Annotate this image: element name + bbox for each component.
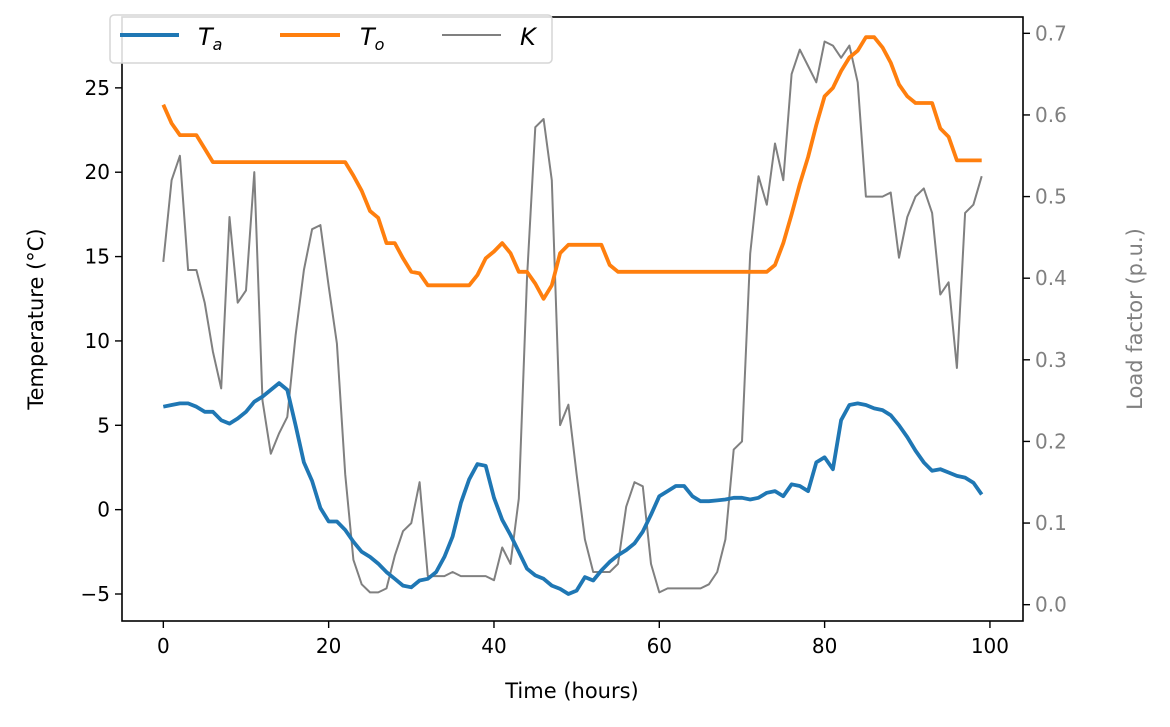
- y-axis-label-left: Temperature (°C): [24, 228, 48, 410]
- y-tick-label: 0: [97, 498, 110, 522]
- y-tick-label: 15: [85, 245, 110, 269]
- y-right-tick-label: 0.7: [1035, 21, 1067, 45]
- x-axis-label: Time (hours): [504, 679, 639, 703]
- y-right-tick-label: 0.0: [1035, 593, 1067, 617]
- y-axis-right: 0.0 0.1 0.2 0.3 0.4 0.5 0.6 0.7: [1023, 21, 1067, 617]
- x-tick-label: 20: [316, 634, 341, 658]
- legend-box: [109, 14, 553, 64]
- plot-lines: [161, 35, 984, 596]
- y-tick-label: 10: [85, 329, 110, 353]
- y-right-tick-label: 0.5: [1035, 185, 1067, 209]
- x-tick-label: 60: [647, 634, 672, 658]
- legend-label-k: K: [520, 23, 538, 51]
- legend-label-ta: Ta: [198, 23, 222, 54]
- y-right-tick-label: 0.3: [1035, 348, 1067, 372]
- y-right-tick-label: 0.2: [1035, 429, 1067, 453]
- y-right-tick-label: 0.4: [1035, 266, 1067, 290]
- y-axis-left: −5 0 5 10 15 20 25: [81, 76, 122, 606]
- y-tick-label: −5: [81, 582, 110, 606]
- y-axis-label-right: Load factor (p.u.): [1123, 228, 1147, 410]
- x-axis: 0 20 40 60 80 100: [157, 621, 1009, 658]
- y-right-tick-label: 0.1: [1035, 511, 1067, 535]
- series-line-k: [162, 40, 983, 594]
- x-tick-label: 0: [157, 634, 170, 658]
- x-tick-label: 40: [481, 634, 506, 658]
- x-tick-label: 80: [812, 634, 837, 658]
- series-line-t-o: [161, 35, 982, 301]
- legend: Ta To K: [109, 14, 553, 64]
- y-tick-label: 5: [97, 413, 110, 437]
- legend-label-to: To: [360, 23, 385, 54]
- series-line-t-a: [162, 381, 984, 596]
- plot-frame: [121, 16, 1024, 622]
- y-tick-label: 20: [85, 160, 110, 184]
- x-tick-label: 100: [971, 634, 1009, 658]
- y-tick-label: 25: [85, 76, 110, 100]
- y-right-tick-label: 0.6: [1035, 103, 1067, 127]
